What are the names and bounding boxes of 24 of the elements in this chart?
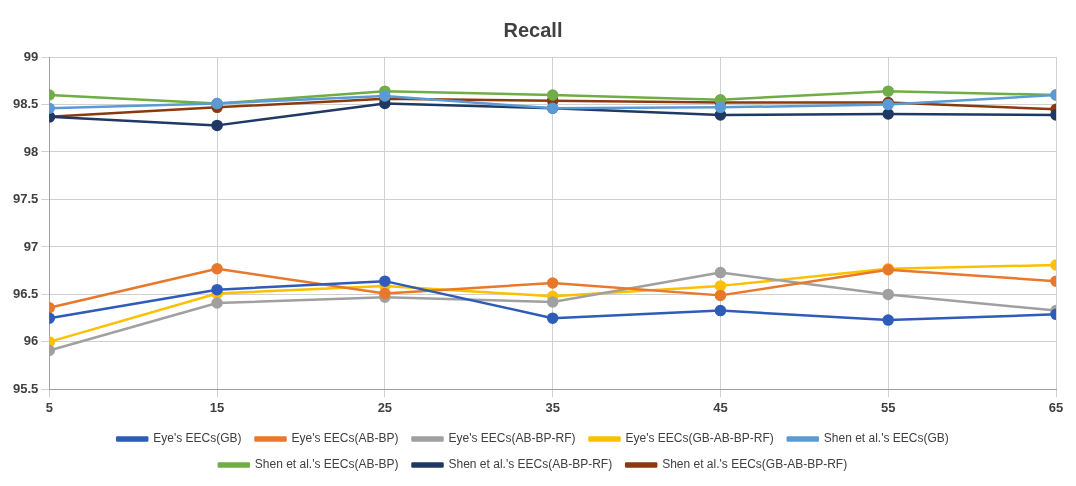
legend-label: Eye's EECs(GB-AB-BP-RF) [625, 431, 774, 446]
legend-label: Shen et al.'s EECs(AB-BP-RF) [448, 457, 613, 472]
y-tick-label: 98.5 [12, 96, 39, 112]
legend-label: Shen et al.'s EECs(GB-AB-BP-RF) [662, 457, 848, 472]
legend-label: Eye's EECs(AB-BP-RF) [448, 431, 576, 446]
legend-label: Eye's EECs(GB) [153, 431, 242, 446]
y-tick-label: 96.5 [12, 286, 39, 302]
legend-label: Shen et al.'s EECs(AB-BP) [254, 457, 399, 472]
x-tick-label: 55 [880, 399, 896, 415]
y-tick-label: 98 [23, 143, 39, 159]
y-tick-label: 95.5 [12, 380, 39, 396]
x-tick-label: 45 [713, 399, 728, 415]
x-tick-label: 25 [377, 399, 393, 415]
y-tick-label: 96 [23, 333, 39, 349]
x-tick-label: 35 [545, 399, 560, 415]
y-tick-label: 99 [23, 48, 39, 64]
chart-title: Recall [503, 18, 563, 41]
legend-label: Shen et al.'s EECs(GB) [823, 431, 949, 446]
legend-label: Eye's EECs(AB-BP) [291, 431, 399, 446]
x-tick-label: 65 [1048, 399, 1064, 415]
x-tick-label: 5 [45, 399, 53, 415]
y-tick-label: 97 [23, 238, 39, 254]
x-tick-label: 15 [209, 399, 225, 415]
y-tick-label: 97.5 [12, 191, 39, 207]
